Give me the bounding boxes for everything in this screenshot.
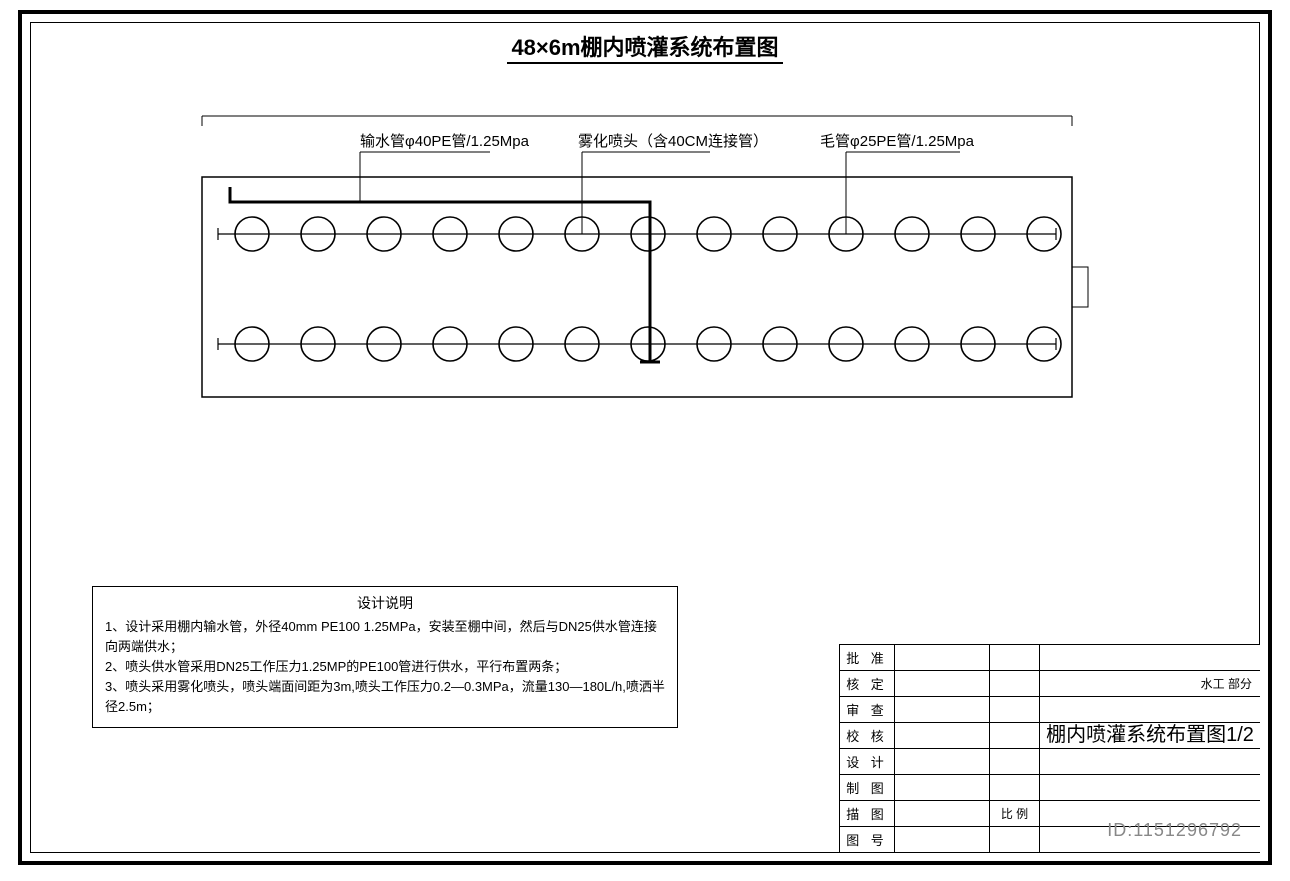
tb-value (990, 775, 1040, 800)
tb-label: 审 查 (840, 697, 895, 722)
svg-text:输水管φ40PE管/1.25Mpa: 输水管φ40PE管/1.25Mpa (360, 133, 530, 150)
tb-value (1040, 749, 1260, 774)
tb-value (895, 749, 990, 774)
tb-label: 核 定 (840, 671, 895, 696)
svg-text:毛管φ25PE管/1.25Mpa: 毛管φ25PE管/1.25Mpa (820, 133, 975, 150)
id-overlay: ID:1151296792 (1107, 820, 1242, 841)
tb-dept: 水工 部分 (1040, 671, 1260, 696)
tb-label: 校 核 (840, 723, 895, 748)
tb-value (895, 827, 990, 852)
tb-value (895, 801, 990, 826)
tb-value (895, 697, 990, 722)
svg-text:雾化喷头（含40CM连接管）: 雾化喷头（含40CM连接管） (578, 133, 768, 150)
tb-value (990, 827, 1040, 852)
design-notes: 设计说明 1、设计采用棚内输水管，外径40mm PE100 1.25MPa，安装… (92, 586, 678, 728)
tb-value (990, 723, 1040, 748)
note-line: 1、设计采用棚内输水管，外径40mm PE100 1.25MPa，安装至棚中间，… (105, 617, 665, 657)
tb-label: 图 号 (840, 827, 895, 852)
tb-value (990, 671, 1040, 696)
tb-value (895, 775, 990, 800)
tb-value (895, 723, 990, 748)
tb-label: 制 图 (840, 775, 895, 800)
notes-heading: 设计说明 (105, 593, 665, 615)
tb-label: 描 图 (840, 801, 895, 826)
tb-label: 设 计 (840, 749, 895, 774)
tb-ratio: 比 例 (990, 801, 1040, 826)
tb-value (1040, 775, 1260, 800)
tb-value (990, 749, 1040, 774)
tb-value (990, 645, 1040, 670)
tb-value (1040, 697, 1260, 722)
tb-value (1040, 723, 1260, 748)
note-line: 2、喷头供水管采用DN25工作压力1.25MP的PE100管进行供水，平行布置两… (105, 657, 665, 677)
tb-value (895, 671, 990, 696)
tb-value (1040, 645, 1260, 670)
tb-value (895, 645, 990, 670)
tb-label: 批 准 (840, 645, 895, 670)
drawing-sheet: 48×6m棚内喷灌系统布置图 输水管φ40PE管/1.25Mpa雾化喷头（含40… (0, 0, 1290, 881)
tb-value (990, 697, 1040, 722)
note-line: 3、喷头采用雾化喷头，喷头端面间距为3m,喷头工作压力0.2—0.3MPa，流量… (105, 677, 665, 717)
